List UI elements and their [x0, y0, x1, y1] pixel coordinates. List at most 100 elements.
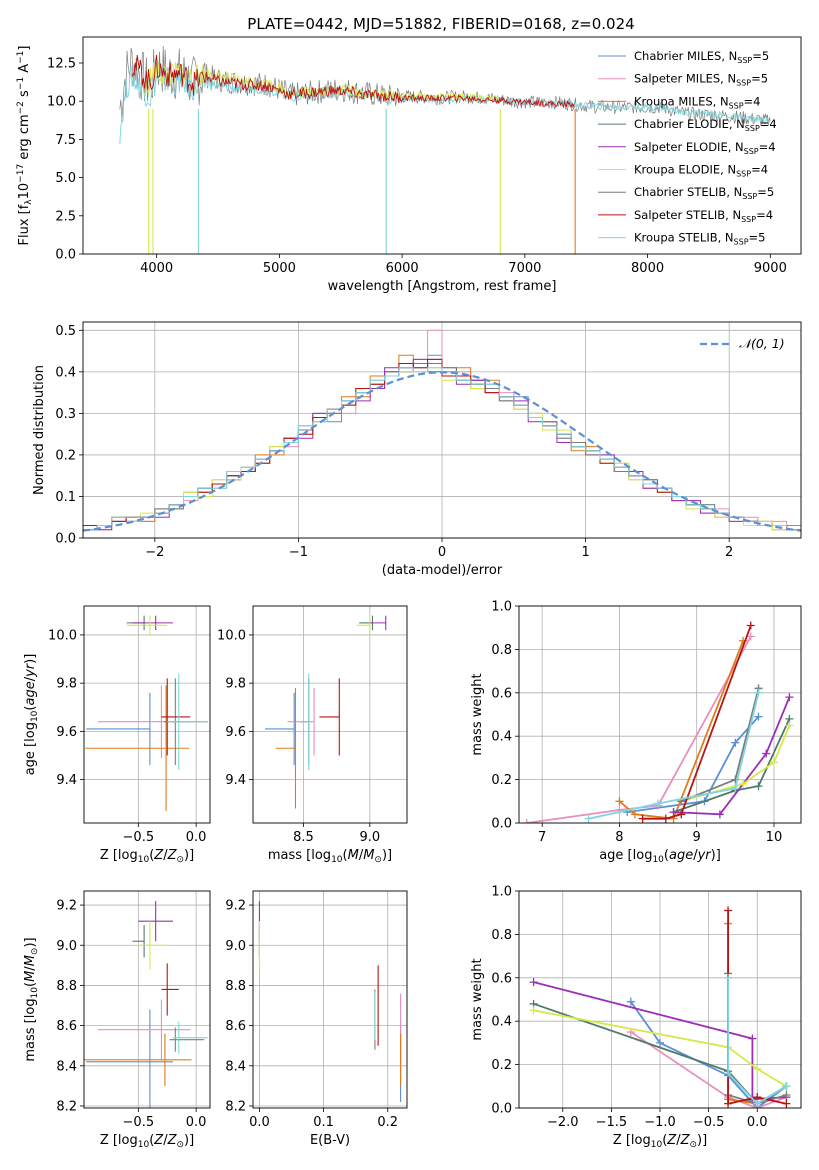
- tick-label-y: 1.0: [491, 600, 512, 615]
- weight-marker: [522, 819, 531, 823]
- axes-frame: [82, 321, 802, 539]
- weight-marker: [654, 799, 663, 808]
- axes-frame: [518, 605, 802, 824]
- weight-marker: [529, 978, 538, 987]
- axis-label-x: mass [log10(M/M⊙)]: [268, 848, 392, 865]
- weight-marker: [677, 810, 686, 819]
- axis-label-y: mass weight: [470, 673, 485, 755]
- tick-label-x: 2: [725, 545, 733, 560]
- tick-label-y: 7.5: [55, 133, 76, 148]
- weight-line: [642, 625, 752, 820]
- tick-label-y: 9.4: [56, 773, 77, 788]
- tick-label-y: 9.2: [225, 899, 246, 914]
- weight-line: [533, 981, 787, 1101]
- weight-marker: [785, 693, 794, 702]
- figure-title: PLATE=0442, MJD=51882, FIBERID=0168, z=0…: [247, 15, 634, 33]
- weight-marker: [754, 712, 763, 721]
- axes-frame: [83, 605, 211, 824]
- weight-line: [533, 1009, 787, 1088]
- axis-label-x: age [log10(age/yr)]: [599, 848, 721, 865]
- weight-vs-age-panel: 7 8 9 10 0.0 0.2 0.4 0.6 0.8 1.0 age [log10(age/yr…: [470, 600, 802, 865]
- tick-label-y: 8.8: [225, 979, 246, 994]
- axis-label-x: E(B-V): [310, 1133, 350, 1148]
- tick-label-y: 0.6: [491, 971, 512, 986]
- weight-marker: [724, 906, 733, 915]
- tick-label-x: 9.0: [359, 830, 380, 845]
- weight-marker: [754, 782, 763, 791]
- weight-marker: [785, 721, 794, 730]
- weight-marker: [724, 973, 733, 982]
- tick-label-x: 1: [581, 545, 589, 560]
- weight-lines: [522, 621, 794, 823]
- tick-label-x: 0: [438, 545, 446, 560]
- residuals-panel: −2 −1 0 1 2 0.0 0.1 0.2 0.3 0.4 0.5 (data-model)/er…: [32, 321, 802, 578]
- tick-label-x: −0.5: [693, 1115, 725, 1130]
- tick-label-x: −0.5: [123, 1115, 155, 1130]
- tick-label-y: 0.2: [491, 773, 512, 788]
- tick-label-x: 8: [615, 830, 623, 845]
- weight-marker: [630, 810, 639, 819]
- errorbar-group: [258, 901, 402, 1102]
- tick-label-y: 9.8: [225, 677, 246, 692]
- weight-marker: [638, 814, 647, 823]
- tick-label-y: 8.2: [56, 1099, 77, 1114]
- weight-marker: [762, 749, 771, 758]
- axes-frame: [83, 890, 211, 1109]
- tick-label-x: 7000: [508, 261, 541, 276]
- tick-label-y: 8.6: [56, 1019, 77, 1034]
- tick-label-y: 8.4: [225, 1059, 246, 1074]
- tick-label-x: 5000: [263, 261, 296, 276]
- weight-marker: [656, 1038, 664, 1047]
- tick-label-x: 0.0: [186, 830, 207, 845]
- tick-label-x: 8.5: [293, 830, 314, 845]
- weight-marker: [746, 621, 755, 630]
- tick-label-x: 6000: [386, 261, 419, 276]
- tick-label-x: 0.0: [186, 1115, 207, 1130]
- weight-marker: [626, 997, 635, 1006]
- weight-marker: [529, 1006, 538, 1015]
- tick-label-x: 4000: [140, 261, 173, 276]
- legend-label: Chabrier MILES, NSSP=5: [634, 49, 769, 65]
- axis-label-y: mass weight: [470, 958, 485, 1040]
- tick-label-x: −1: [289, 545, 308, 560]
- tick-label-x: 8000: [631, 261, 664, 276]
- tick-label-y: 0.0: [55, 532, 76, 547]
- weight-line: [627, 716, 760, 813]
- legend-label: Chabrier STELIB, NSSP=5: [634, 185, 774, 201]
- weight-marker: [615, 797, 624, 806]
- histogram-step: [83, 367, 801, 538]
- axis-label-y: Normed distribution: [32, 365, 47, 495]
- axis-label-x: Z [log10(Z/Z⊙)]: [100, 1133, 194, 1150]
- weight-marker: [661, 814, 670, 823]
- tick-label-y: 0.1: [55, 490, 76, 505]
- weight-marker: [753, 1099, 762, 1108]
- weight-line: [630, 1031, 787, 1108]
- axis-label-x: (data-model)/error: [382, 563, 503, 578]
- residuals-legend: 𝒩(0, 1): [700, 336, 785, 351]
- tick-label-y: 8.6: [225, 1019, 246, 1034]
- tick-label-y: 9.6: [225, 725, 246, 740]
- tick-label-y: 12.5: [47, 56, 76, 71]
- legend-label: Chabrier ELODIE, NSSP=4: [634, 117, 777, 133]
- axes-frame: [252, 890, 408, 1109]
- weight-marker: [782, 1099, 791, 1108]
- legend-label: Kroupa STELIB, NSSP=5: [634, 231, 765, 247]
- weight-marker: [731, 738, 740, 747]
- weight-line: [727, 977, 787, 1105]
- errorbar-group: [84, 901, 208, 1108]
- tick-label-y: 9.2: [56, 899, 77, 914]
- weight-marker: [715, 810, 724, 819]
- errorbar-group: [264, 615, 387, 809]
- tick-label-x: 7: [538, 830, 546, 845]
- tick-label-y: 0.2: [55, 448, 76, 463]
- spectrum-line: [131, 54, 575, 109]
- axis-label-x: Z [log10(Z/Z⊙)]: [100, 848, 194, 865]
- weight-vs-metallicity-panel: −2.0 −1.5 −1.0 −0.5 0.0 0.0 0.2 0.4 0.6 0.8 1.0 Z […: [470, 885, 802, 1150]
- tick-label-y: 0.3: [55, 407, 76, 422]
- tick-label-x: 0.1: [313, 1115, 334, 1130]
- axis-label-y: age [log10(age/yr)]: [23, 654, 40, 776]
- tick-label-y: 0.4: [55, 365, 76, 380]
- weight-marker: [782, 1082, 791, 1091]
- tick-label-y: 0.4: [491, 1015, 512, 1030]
